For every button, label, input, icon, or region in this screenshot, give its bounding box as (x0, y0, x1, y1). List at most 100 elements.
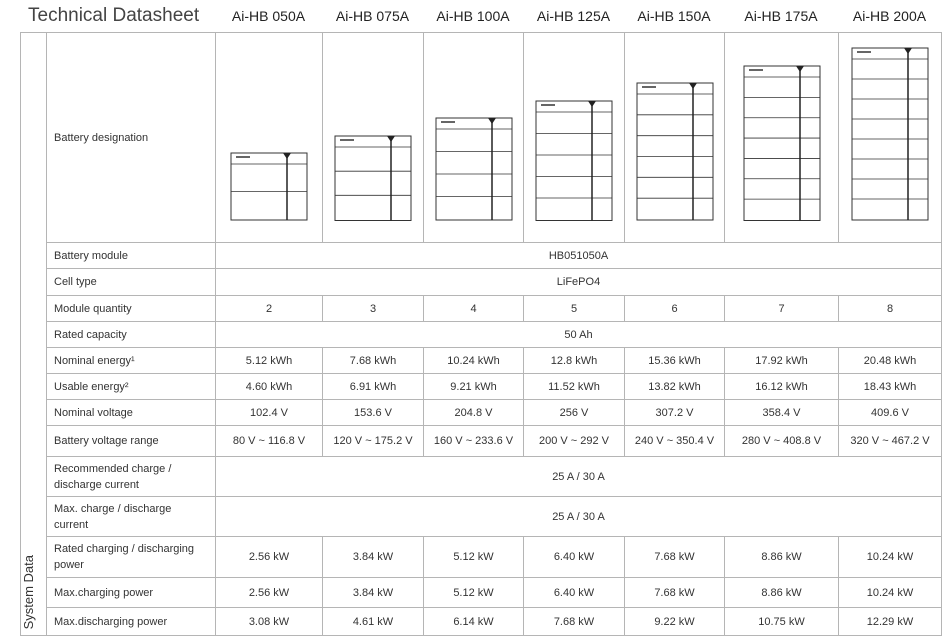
cell-value: 25 A / 30 A (215, 496, 942, 537)
battery-cell (724, 32, 839, 243)
battery-icon (230, 152, 308, 221)
battery-body (851, 47, 929, 221)
cell-value: 7 (724, 295, 839, 322)
battery-icon (851, 47, 929, 221)
table-row: Module quantity 2 3 4 5 6 7 8 (21, 295, 942, 322)
model-header: Ai-HB 200A (852, 8, 927, 24)
logo (440, 121, 455, 123)
cell-value: 12.8 kWh (523, 347, 625, 374)
table-row: Usable energy² 4.60 kWh 6.91 kWh 9.21 kWh 11… (21, 373, 942, 400)
cell-value: 358.4 V (724, 399, 839, 426)
battery-body (636, 82, 713, 221)
cell-value: 10.24 kW (838, 577, 942, 608)
row-label: Max. charge / discharge current (46, 496, 216, 537)
model-header: Ai-HB 150A (637, 8, 711, 24)
cell-value: 3.84 kW (322, 577, 424, 608)
cell-value: 25 A / 30 A (215, 456, 942, 497)
cable-head (487, 118, 496, 124)
cable-head (904, 48, 912, 54)
battery-body (435, 117, 512, 221)
cell-value: 15.36 kWh (624, 347, 725, 374)
battery-cell (215, 32, 323, 243)
battery-cell (624, 32, 725, 243)
cell-value: 280 V ~ 408.8 V (724, 425, 839, 457)
cell-value: 7.68 kW (624, 577, 725, 608)
cell-value: 102.4 V (215, 399, 323, 426)
cell-value: 240 V ~ 350.4 V (624, 425, 725, 457)
cell-value: 4 (423, 295, 524, 322)
cell-value: 2.56 kW (215, 536, 323, 578)
cell-value: 10.75 kW (724, 607, 839, 636)
cell-value: 4.60 kWh (215, 373, 323, 400)
page-title: Technical Datasheet (28, 5, 200, 26)
cell-value: 4.61 kW (322, 607, 424, 636)
cell-value: 6.40 kW (523, 577, 625, 608)
cell-value: 8 (838, 295, 942, 322)
table-row: Max. charge / discharge current 25 A / 30… (21, 496, 942, 537)
model-header: Ai-HB 125A (536, 8, 611, 24)
cell-value: 120 V ~ 175.2 V (322, 425, 424, 457)
table-row: Recommended charge / discharge current 25… (21, 456, 942, 497)
cell-value: HB051050A (215, 242, 942, 269)
battery-body (535, 100, 613, 221)
cell-value: 5.12 kWh (215, 347, 323, 374)
cell-value: 80 V ~ 116.8 V (215, 425, 323, 457)
cable-head (283, 153, 291, 159)
cell-value: 6.14 kW (423, 607, 524, 636)
table-row: System Data Battery designation (20, 32, 942, 636)
row-label: Usable energy² (46, 373, 216, 400)
row-label: Nominal voltage (46, 399, 216, 426)
row-label: Battery module (46, 242, 216, 269)
logo (340, 138, 354, 141)
cell-value: 10.24 kWh (423, 347, 524, 374)
cable-head (795, 65, 804, 72)
cell-value: 8.86 kW (724, 536, 839, 578)
cell-value: 8.86 kW (724, 577, 839, 608)
cell-value: 6.40 kW (523, 536, 625, 578)
cell-value: 7.68 kWh (322, 347, 424, 374)
cell-value: 10.24 kW (838, 536, 942, 578)
row-label: Rated capacity (46, 321, 216, 348)
row-label: Max.charging power (46, 577, 216, 608)
model-header: Ai-HB 100A (436, 8, 510, 24)
table-row: Battery voltage range 80 V ~ 116.8 V 120 V… (21, 425, 942, 457)
battery-body (230, 152, 308, 221)
logo (641, 86, 656, 88)
datasheet-table: System Data Battery designation Battery mo… (20, 32, 942, 636)
battery-cell (322, 32, 424, 243)
cell-value: 6 (624, 295, 725, 322)
cell-value: 6.91 kWh (322, 373, 424, 400)
cell-value: 5.12 kW (423, 536, 524, 578)
cell-value: 2 (215, 295, 323, 322)
cell-value: 200 V ~ 292 V (523, 425, 625, 457)
logo (541, 103, 555, 106)
table-row: Rated charging / discharging power 2.56 k… (21, 536, 942, 578)
cell-value: 153.6 V (322, 399, 424, 426)
cell-value: 320 V ~ 467.2 V (838, 425, 942, 457)
cell-value: 204.8 V (423, 399, 524, 426)
cell-value: 5.12 kW (423, 577, 524, 608)
cell-value: 9.22 kW (624, 607, 725, 636)
cell-value: 409.6 V (838, 399, 942, 426)
cell-value: 7.68 kW (624, 536, 725, 578)
logo (748, 68, 763, 71)
model-header: Ai-HB 075A (335, 8, 410, 24)
battery-body (743, 65, 820, 221)
logo (857, 51, 871, 53)
cell-value: 13.82 kWh (624, 373, 725, 400)
cell-value: 9.21 kWh (423, 373, 524, 400)
row-label: Nominal energy¹ (46, 347, 216, 374)
cell-value: 18.43 kWh (838, 373, 942, 400)
cable-head (588, 100, 596, 107)
table-row: Nominal energy¹ 5.12 kWh 7.68 kWh 10.24 kWh… (21, 347, 942, 374)
battery-cell (423, 32, 524, 243)
cell-value: 2.56 kW (215, 577, 323, 608)
logo (236, 156, 250, 158)
battery-icon (535, 100, 613, 221)
cell-value: 11.52 kWh (523, 373, 625, 400)
table-row: Max.discharging power 3.08 kW 4.61 kW 6.14 … (21, 607, 942, 636)
side-cell: System Data (20, 32, 47, 636)
cell-value: 50 Ah (215, 321, 942, 348)
cable-head (387, 135, 395, 142)
cell-value: 16.12 kWh (724, 373, 839, 400)
